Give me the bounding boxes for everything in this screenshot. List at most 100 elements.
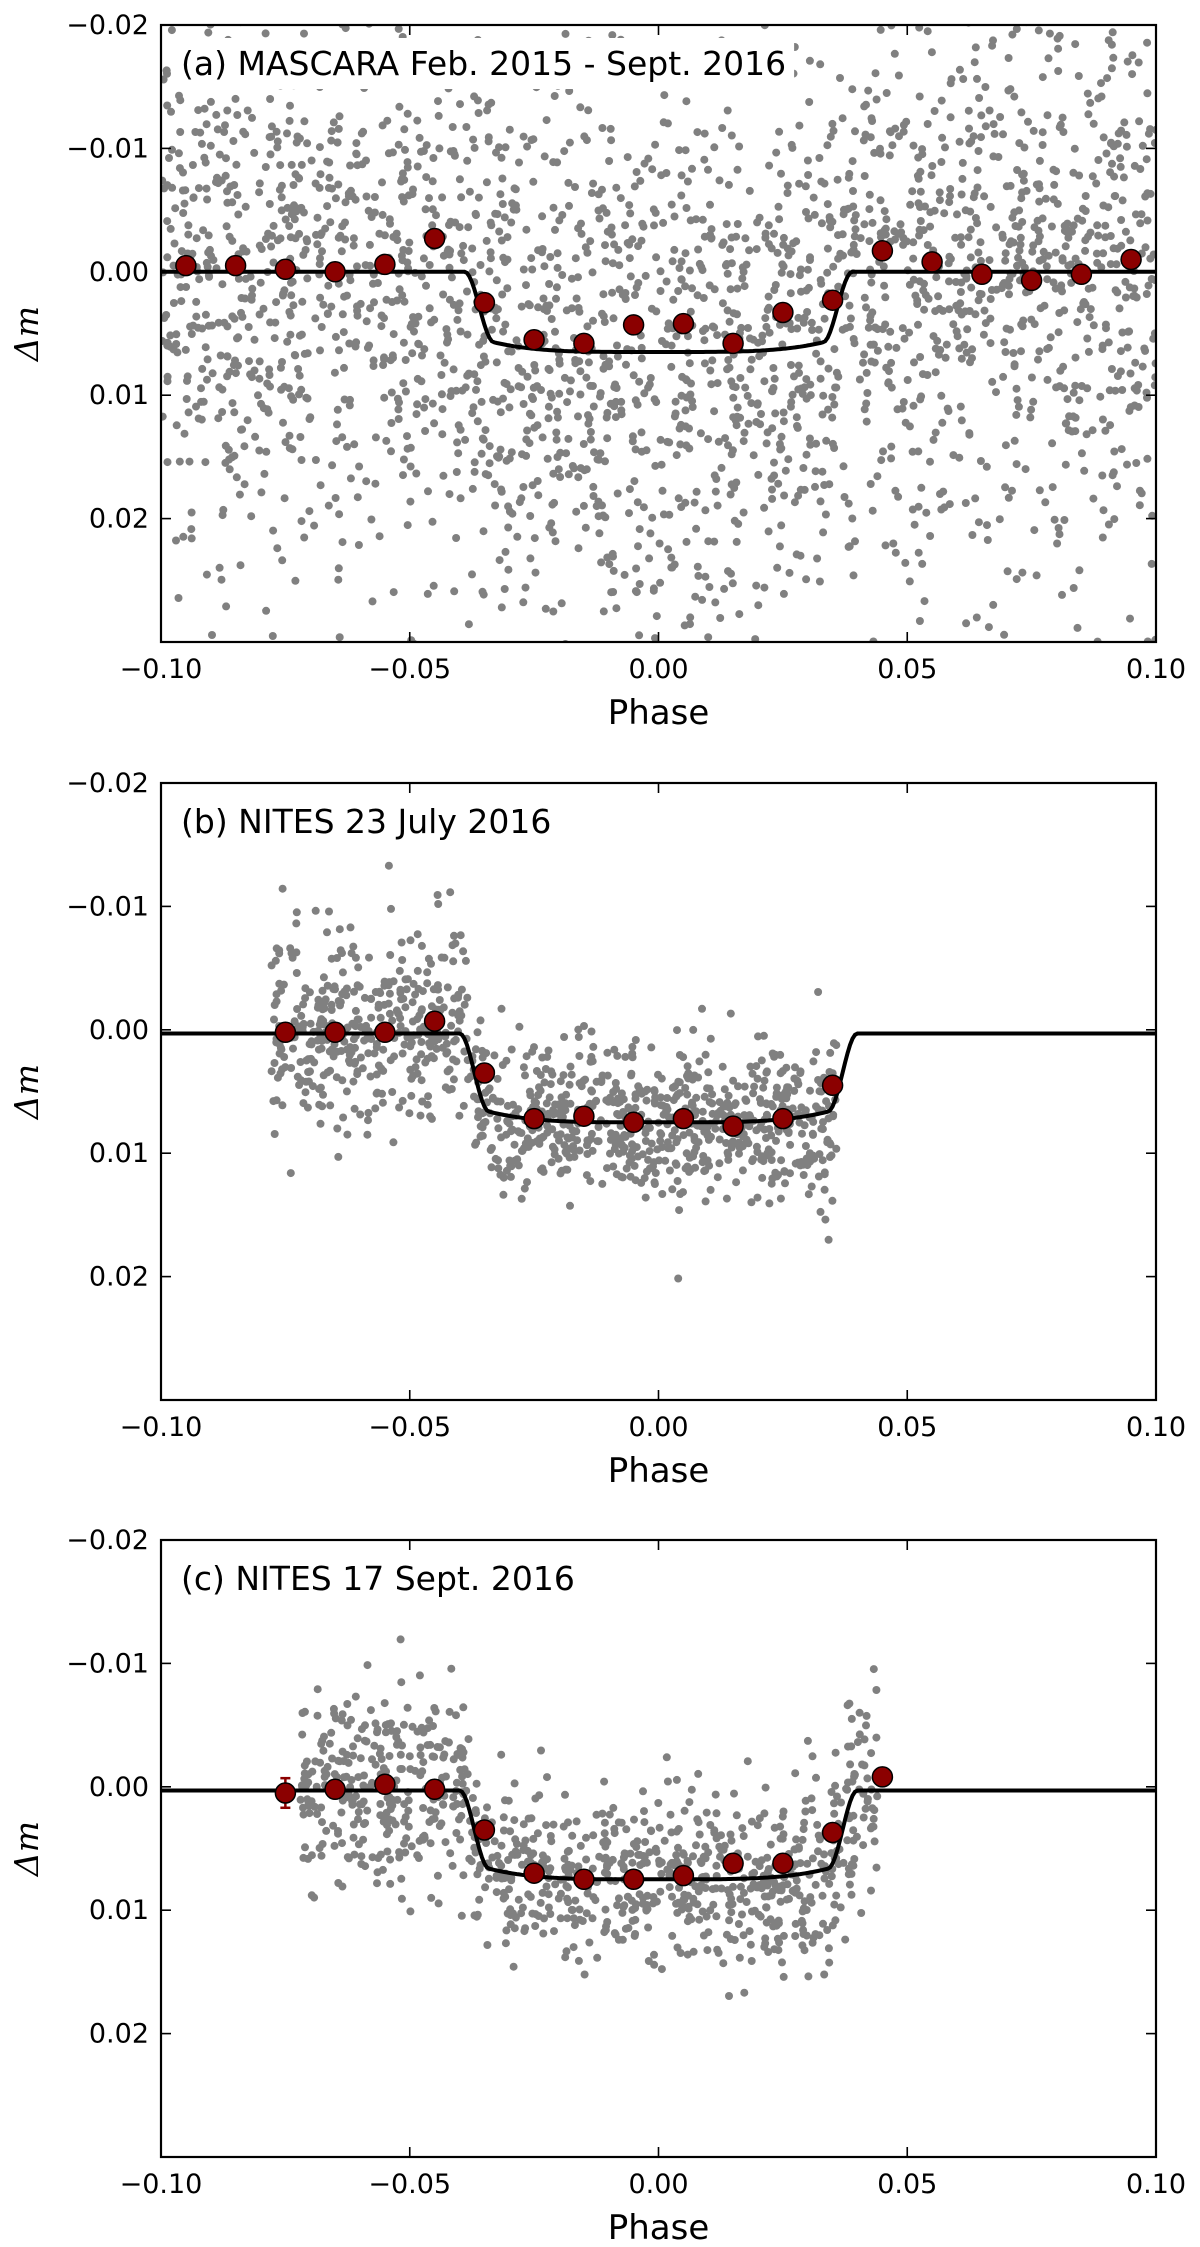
raw-point (915, 225, 924, 234)
raw-point (722, 1194, 731, 1203)
raw-point (440, 358, 449, 367)
raw-point (202, 184, 211, 193)
raw-point (792, 237, 801, 246)
raw-point (977, 111, 986, 120)
raw-point (457, 193, 466, 202)
raw-point (414, 984, 423, 993)
raw-point (325, 173, 334, 182)
raw-point (764, 1948, 773, 1956)
raw-point (344, 1791, 353, 1799)
raw-point (427, 1002, 436, 1011)
raw-point (214, 179, 223, 188)
raw-point (341, 25, 350, 33)
raw-point (275, 1049, 284, 1058)
raw-point (574, 1033, 583, 1041)
raw-point (1111, 192, 1120, 200)
raw-point (779, 417, 788, 426)
raw-point (647, 1827, 656, 1836)
raw-point (801, 1807, 810, 1816)
raw-point (493, 1851, 502, 1860)
raw-point (351, 342, 360, 351)
raw-point (736, 374, 745, 382)
raw-point (326, 218, 335, 227)
raw-point (721, 434, 730, 443)
raw-point (701, 324, 710, 333)
raw-point (297, 330, 306, 339)
raw-point (671, 1159, 680, 1168)
raw-point (842, 324, 850, 333)
raw-point (398, 1096, 407, 1105)
raw-point (601, 513, 610, 522)
raw-point (292, 948, 301, 957)
raw-point (457, 985, 466, 994)
raw-point (986, 339, 995, 348)
raw-point (370, 298, 378, 307)
raw-point (727, 450, 736, 459)
raw-point (598, 185, 606, 194)
raw-point (496, 408, 505, 417)
raw-point (194, 184, 203, 193)
raw-point (439, 471, 448, 480)
raw-point (1083, 89, 1092, 98)
raw-point (819, 528, 828, 537)
raw-point (550, 498, 559, 507)
raw-point (169, 345, 178, 354)
raw-point (521, 583, 530, 592)
raw-point (968, 531, 977, 539)
raw-point (938, 133, 947, 142)
raw-point (640, 1858, 649, 1867)
raw-point (623, 1892, 632, 1901)
raw-point (891, 486, 900, 495)
raw-point (477, 449, 486, 458)
raw-point (1088, 172, 1097, 181)
raw-point (677, 391, 686, 400)
raw-point (753, 1883, 762, 1892)
raw-point (1036, 304, 1045, 313)
raw-point (605, 560, 614, 569)
raw-point (806, 1157, 815, 1166)
raw-point (667, 341, 676, 350)
raw-point (324, 183, 333, 192)
raw-point (576, 367, 585, 376)
raw-point (541, 604, 550, 613)
raw-point (742, 1096, 751, 1105)
raw-point (860, 220, 869, 229)
raw-point (528, 481, 537, 490)
raw-point (457, 1911, 466, 1920)
raw-point (574, 304, 583, 312)
raw-point (542, 1882, 551, 1891)
raw-point (761, 1934, 770, 1943)
raw-point (536, 1086, 545, 1095)
raw-point (833, 175, 842, 184)
raw-point (1101, 426, 1110, 435)
raw-point (316, 293, 325, 302)
raw-point (388, 1795, 397, 1804)
raw-point (630, 1161, 639, 1170)
raw-point (830, 345, 839, 354)
raw-point (1106, 260, 1115, 269)
raw-point (607, 757, 615, 765)
raw-point (387, 419, 396, 427)
raw-point (238, 312, 247, 321)
raw-point (672, 1775, 681, 1784)
raw-point (973, 219, 982, 228)
raw-point (766, 1840, 775, 1849)
raw-point (174, 594, 183, 602)
raw-point (353, 1015, 362, 1024)
raw-point (429, 154, 438, 162)
raw-point (838, 230, 847, 239)
raw-point (1131, 210, 1140, 219)
raw-point (665, 1883, 674, 1892)
raw-point (257, 488, 266, 497)
raw-point (577, 1082, 586, 1091)
raw-point (1055, 123, 1064, 132)
raw-point (644, 1923, 653, 1932)
binned-point (821, 1821, 844, 1844)
raw-point (1113, 244, 1122, 253)
raw-point (1130, 401, 1139, 410)
raw-point (222, 222, 231, 231)
raw-point (1131, 358, 1140, 367)
raw-point (502, 456, 511, 465)
raw-point (357, 1852, 366, 1861)
raw-point (197, 139, 206, 148)
